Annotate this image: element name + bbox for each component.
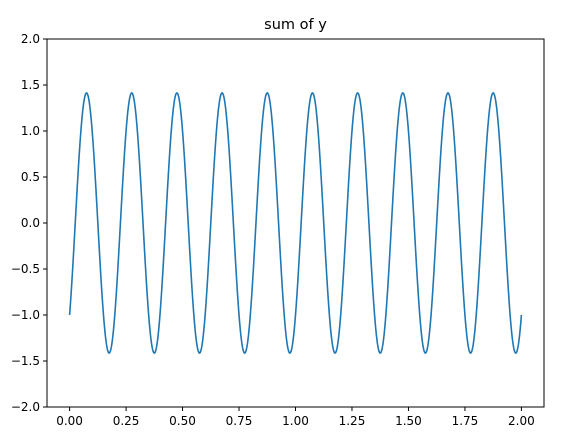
- axes-frame: [46, 38, 545, 408]
- series-line: [68, 92, 523, 354]
- x-tick-label: 0.25: [113, 414, 140, 428]
- x-tick-label: 0.50: [169, 414, 196, 428]
- y-tick-label: 1.5: [21, 78, 40, 92]
- y-tick-label: 0.0: [21, 216, 40, 230]
- y-tick-label: 0.5: [21, 170, 40, 184]
- x-tick-label: 1.75: [452, 414, 479, 428]
- x-tick-label: 0.00: [56, 414, 83, 428]
- x-tick-label: 1.50: [395, 414, 422, 428]
- y-axis: −2.0 −1.5 −1.0 −0.5 0.0 0.5 1.0 1.5 2.0: [11, 32, 47, 414]
- chart-title: sum of y: [264, 17, 327, 33]
- x-tick-label: 0.75: [226, 414, 253, 428]
- x-tick-label: 1.00: [282, 414, 309, 428]
- x-axis: 0.00 0.25 0.50 0.75 1.00 1.25 1.50 1.75 2.00: [56, 407, 535, 428]
- y-tick-label: −1.5: [11, 354, 40, 368]
- y-tick-label: 2.0: [21, 32, 40, 46]
- y-tick-label: −1.0: [11, 308, 40, 322]
- y-tick-label: −2.0: [11, 400, 40, 414]
- x-tick-label: 1.25: [339, 414, 366, 428]
- y-tick-label: −0.5: [11, 262, 40, 276]
- plot-area: [68, 92, 523, 354]
- x-tick-label: 2.00: [508, 414, 535, 428]
- y-tick-label: 1.0: [21, 124, 40, 138]
